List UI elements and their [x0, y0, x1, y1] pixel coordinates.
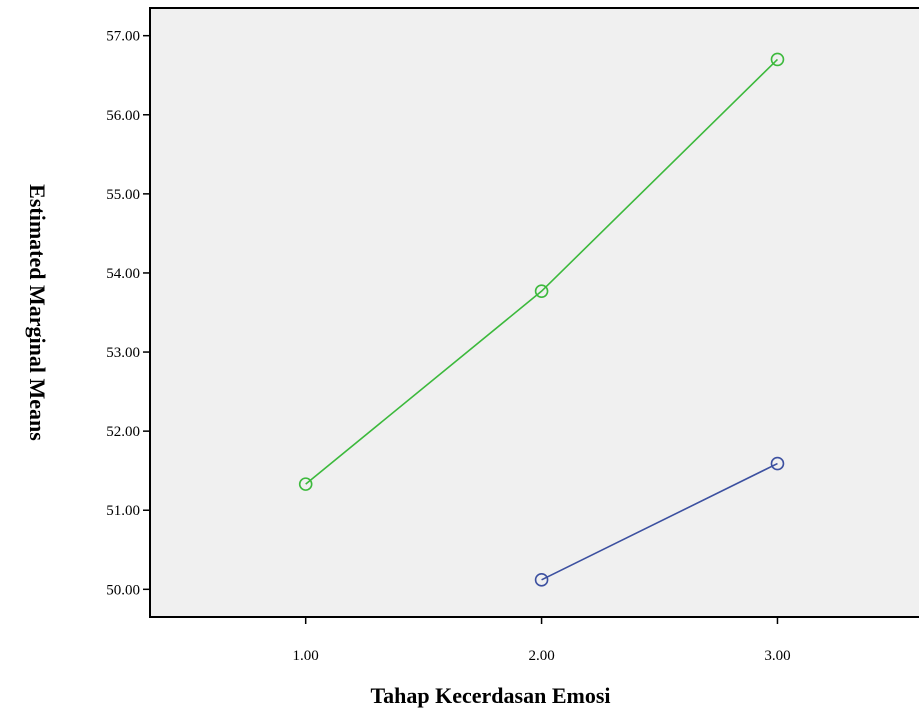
y-tick-label: 55.00 [106, 187, 140, 203]
y-tick-label: 53.00 [106, 345, 140, 361]
series-line-1 [305, 58, 779, 485]
y-tick-label: 51.00 [106, 503, 140, 519]
series-line-2 [541, 462, 778, 581]
x-axis-ticks: 1.00 2.00 3.00 [293, 617, 791, 664]
data-point [298, 477, 313, 491]
y-tick-label: 54.00 [106, 266, 140, 282]
y-tick-label: 52.00 [106, 424, 140, 440]
series-group [298, 52, 785, 587]
x-tick-label: 3.00 [764, 648, 790, 664]
data-point [770, 456, 785, 471]
data-point [534, 573, 549, 587]
x-axis-title: Tahap Kecerdasan Emosi [370, 683, 610, 708]
y-axis-title: Estimated Marginal Means [25, 184, 50, 441]
y-tick-label: 57.00 [106, 29, 140, 45]
y-tick-label: 50.00 [106, 582, 140, 598]
plot-area [149, 7, 919, 618]
y-tick-label: 56.00 [106, 108, 140, 124]
data-point [534, 284, 549, 298]
x-tick-label: 2.00 [528, 648, 554, 664]
x-tick-label: 1.00 [293, 648, 319, 664]
data-point [770, 52, 785, 67]
y-axis-ticks: 50.00 51.00 52.00 53.00 54.00 55.00 56.00 57.00 [106, 29, 150, 598]
